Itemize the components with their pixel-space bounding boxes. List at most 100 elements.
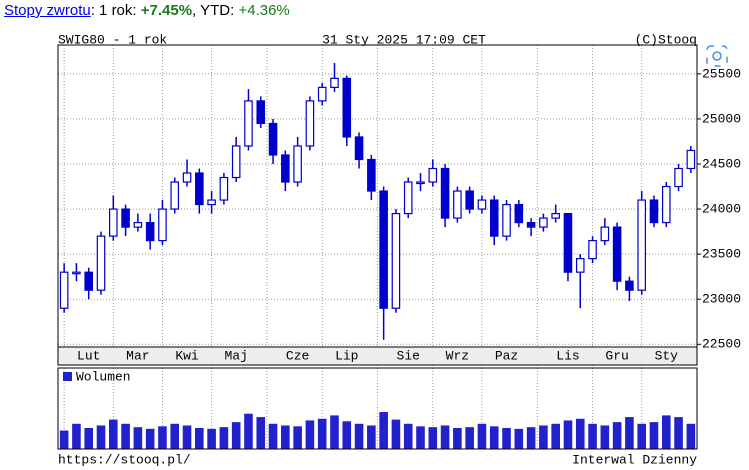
volume-bar xyxy=(477,423,487,449)
candle-body xyxy=(403,181,413,215)
candle-body xyxy=(600,226,610,242)
screenshot-icon[interactable] xyxy=(706,45,728,67)
volume-bar xyxy=(403,423,413,449)
volume-bar xyxy=(588,423,597,449)
volume-bar xyxy=(440,425,450,449)
volume-bar xyxy=(281,425,290,449)
x-tick-label: Cze xyxy=(286,348,309,363)
candle-body xyxy=(428,167,438,183)
candle-body xyxy=(231,145,241,179)
ytd-return: +4.36% xyxy=(238,2,290,19)
chart-credit: (C)Stooq xyxy=(635,32,697,47)
period-return: +7.45% xyxy=(140,2,193,19)
y-tick-label: 25500 xyxy=(702,66,741,81)
candle-body xyxy=(133,221,143,228)
period-label: : 1 rok: xyxy=(90,2,141,19)
returns-header: Stopy zwrotu: 1 rok: +7.45%, YTD: +4.36% xyxy=(4,2,290,19)
candle-body xyxy=(539,217,548,228)
source-url: https://stooq.pl/ xyxy=(58,452,191,467)
volume-bar xyxy=(575,418,585,449)
candle-body xyxy=(317,86,327,102)
plot-frame xyxy=(57,44,698,366)
chart-title: SWIG80 - 1 rok xyxy=(58,32,167,47)
candle-body xyxy=(637,199,646,291)
candle-body xyxy=(661,185,671,224)
volume-bar xyxy=(489,426,499,449)
volume-bar xyxy=(84,428,94,449)
volume-bar xyxy=(661,415,671,449)
volume-bar xyxy=(649,422,659,449)
volume-bar xyxy=(158,426,167,449)
candle-body xyxy=(453,190,462,219)
y-tick-label: 24000 xyxy=(702,202,741,217)
volume-bar xyxy=(416,426,425,449)
candle-body xyxy=(416,181,425,185)
y-tick-label: 23500 xyxy=(702,247,741,262)
candle-body xyxy=(305,100,315,147)
volume-bar xyxy=(182,425,192,449)
x-tick-label: Lip xyxy=(335,348,358,363)
candle-body xyxy=(391,212,401,309)
volume-bar xyxy=(453,428,462,449)
x-tick-label: Maj xyxy=(224,348,247,363)
volume-bar xyxy=(305,420,315,449)
candle-body xyxy=(145,221,155,242)
volume-bar xyxy=(502,428,511,449)
candle-body xyxy=(477,199,487,210)
volume-bar xyxy=(96,425,106,449)
volume-bar xyxy=(219,427,229,449)
candle-body xyxy=(59,271,69,309)
volume-bar xyxy=(428,427,438,449)
volume-bar xyxy=(256,417,266,449)
ytd-label: , YTD: xyxy=(192,2,239,19)
candle-body xyxy=(514,203,524,224)
x-tick-label: Sie xyxy=(397,348,420,363)
candle-body xyxy=(170,181,180,210)
x-tick-label: Paz xyxy=(495,348,518,363)
volume-bar xyxy=(108,419,118,449)
volume-bar xyxy=(59,430,69,449)
volume-bar xyxy=(207,428,216,449)
y-tick-label: 24500 xyxy=(702,156,741,171)
volume-bar xyxy=(342,421,352,449)
x-tick-label: Gru xyxy=(605,348,628,363)
volume-bar xyxy=(121,423,130,449)
volume-bar xyxy=(195,428,204,449)
month-strip xyxy=(58,347,697,365)
volume-bar xyxy=(231,422,241,449)
x-tick-label: Mar xyxy=(126,348,149,363)
candle-body xyxy=(109,208,118,237)
candle-body xyxy=(440,167,450,219)
candle-body xyxy=(575,258,585,273)
candle-body xyxy=(256,100,266,125)
candle-body xyxy=(195,172,204,206)
candle-body xyxy=(96,235,106,291)
candle-body xyxy=(244,100,253,147)
returns-link[interactable]: Stopy zwrotu xyxy=(4,2,91,19)
candle-body xyxy=(625,280,634,291)
candle-body xyxy=(354,136,364,161)
y-tick-label: 23000 xyxy=(702,292,741,307)
candle-body xyxy=(367,158,376,192)
x-tick-label: Wrz xyxy=(446,348,469,363)
volume-bar xyxy=(526,427,536,449)
volume-bar xyxy=(612,422,622,449)
volume-bar xyxy=(133,427,143,449)
volume-bar xyxy=(465,427,474,449)
y-tick-label: 25000 xyxy=(702,111,741,126)
volume-bar xyxy=(391,419,401,449)
icon-frame xyxy=(706,45,728,67)
x-tick-label: Lut xyxy=(77,348,100,363)
legend-swatch xyxy=(63,372,72,381)
candle-body xyxy=(84,271,94,291)
volume-bar xyxy=(367,425,376,449)
volume-bar xyxy=(72,423,81,449)
candle-body xyxy=(121,208,130,228)
icon-lens xyxy=(712,51,722,61)
candle-body xyxy=(268,122,278,156)
x-tick-label: Sty xyxy=(655,348,679,363)
candle-body xyxy=(72,271,81,275)
candle-body xyxy=(342,77,352,138)
